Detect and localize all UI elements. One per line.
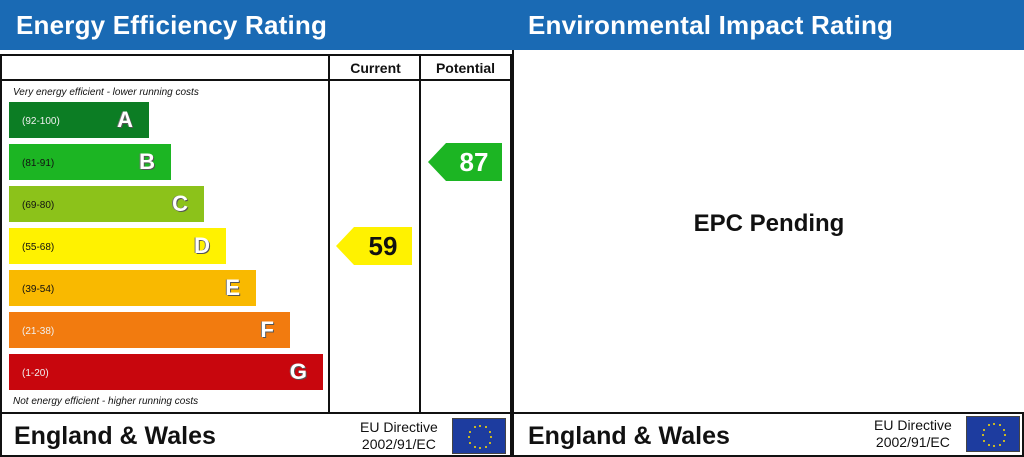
flag-star-icon <box>983 439 986 442</box>
flag-star-icon <box>488 441 491 444</box>
environmental-impact-body: EPC Pending <box>512 50 1024 412</box>
band-range-label: (1-20) <box>22 368 49 379</box>
band-range-label: (21-38) <box>22 326 55 337</box>
band-range-label: (81-91) <box>22 158 55 169</box>
flag-star-icon <box>987 443 990 446</box>
eu-directive-label: EU Directive 2002/91/EC <box>874 417 952 450</box>
energy-footer: England & Wales EU Directive 2002/91/EC <box>0 412 512 457</box>
flag-star-icon <box>473 426 476 429</box>
band-letter: A <box>117 107 133 132</box>
epc-pending-status: EPC Pending <box>693 210 845 237</box>
region-label: England & Wales <box>14 422 216 450</box>
eu-directive-label: EU Directive 2002/91/EC <box>360 419 438 452</box>
inefficient-note: Not energy efficient - higher running co… <box>13 396 199 407</box>
band-range-label: (92-100) <box>22 116 60 127</box>
flag-star-icon <box>1004 434 1006 436</box>
flag-star-icon <box>468 436 470 438</box>
band-letter: D <box>194 233 210 258</box>
flag-star-icon <box>987 424 990 427</box>
column-header-row: Current Potential <box>2 56 510 81</box>
rating-band-f: (21-38) F <box>9 312 290 348</box>
flag-star-icon <box>998 424 1001 427</box>
band-range-label: (39-54) <box>22 284 55 295</box>
column-divider <box>419 56 421 413</box>
rating-band-d: (55-68) D <box>9 228 226 264</box>
rating-band-b: (81-91) B <box>9 144 171 180</box>
efficient-note: Very energy efficient - lower running co… <box>13 87 199 98</box>
band-letter: G <box>289 359 307 384</box>
potential-rating-value: 87 <box>459 147 489 177</box>
flag-star-icon <box>982 434 984 436</box>
current-rating-arrow: 59 <box>336 227 412 265</box>
column-divider <box>328 56 330 413</box>
flag-star-icon <box>1002 428 1005 431</box>
flag-star-icon <box>1002 439 1005 442</box>
flag-star-icon <box>490 436 492 438</box>
flag-star-icon <box>484 426 487 429</box>
flag-star-icon <box>993 445 995 447</box>
rating-band-a: (92-100) A <box>9 102 149 138</box>
region-label: England & Wales <box>528 422 730 450</box>
band-letter: E <box>225 275 240 300</box>
rating-band-c: (69-80) C <box>9 186 204 222</box>
environmental-footer: England & Wales EU Directive 2002/91/EC <box>512 412 1024 457</box>
energy-efficiency-title: Energy Efficiency Rating <box>0 0 512 50</box>
flag-star-icon <box>479 447 481 449</box>
band-range-label: (69-80) <box>22 200 55 211</box>
band-letter: F <box>260 317 274 342</box>
band-range-label: (55-68) <box>22 242 55 253</box>
band-letter: C <box>172 191 188 216</box>
flag-star-icon <box>469 441 472 444</box>
environmental-impact-title: Environmental Impact Rating <box>512 0 1024 50</box>
flag-star-icon <box>983 428 986 431</box>
current-rating-value: 59 <box>368 231 398 261</box>
flag-star-icon <box>484 445 487 448</box>
flag-star-icon <box>993 423 995 425</box>
flag-star-icon <box>998 443 1001 446</box>
potential-column-header: Potential <box>435 60 496 76</box>
rating-band-g: (1-20) G <box>9 354 323 390</box>
eu-flag-icon <box>966 416 1020 452</box>
flag-star-icon <box>488 430 491 433</box>
current-column-header: Current <box>350 60 401 76</box>
flag-star-icon <box>473 445 476 448</box>
flag-star-icon <box>469 430 472 433</box>
flag-star-icon <box>479 425 481 427</box>
energy-efficiency-chart: Current Potential Very energy efficient … <box>0 54 512 457</box>
rating-band-e: (39-54) E <box>9 270 256 306</box>
eu-flag-icon <box>452 418 506 454</box>
potential-rating-arrow: 87 <box>428 143 502 181</box>
band-letter: B <box>139 149 155 174</box>
